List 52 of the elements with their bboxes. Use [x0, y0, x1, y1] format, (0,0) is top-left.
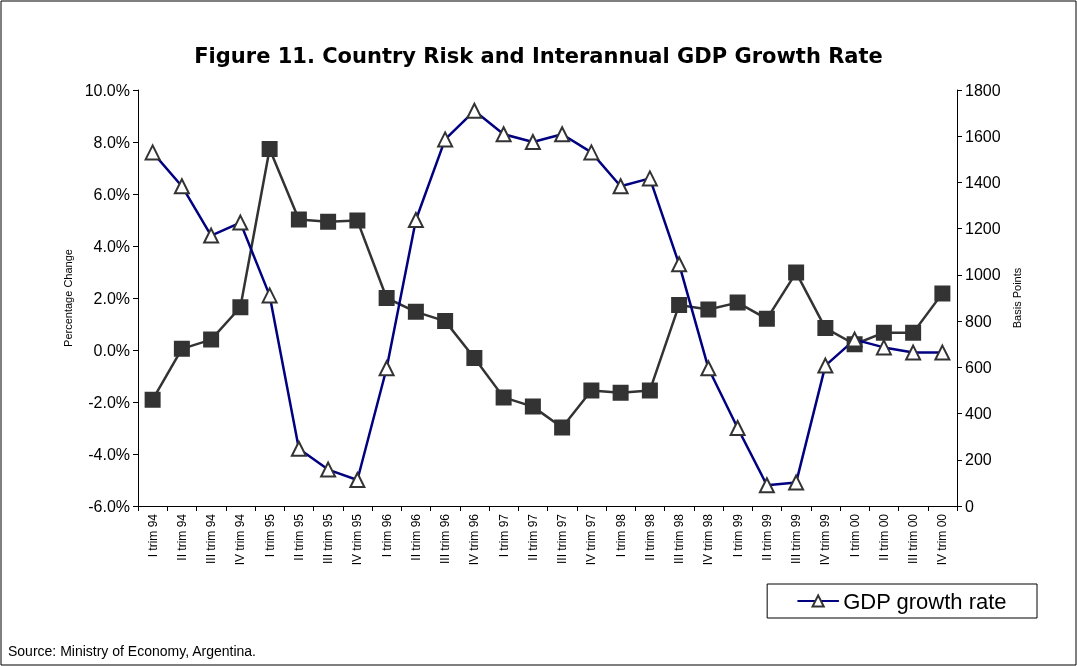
y2-tick-label: 400	[965, 405, 992, 423]
x-tick-label: IV trim 96	[467, 513, 482, 566]
x-tick-label: I trim 96	[379, 513, 394, 558]
x-tick-label: III trim 98	[672, 513, 687, 565]
y2-tick-label: 800	[965, 312, 992, 330]
chart-title: Figure 11. Country Risk and Interannual GDP Growth Rate	[194, 43, 883, 68]
x-tick-label: II trim 94	[174, 513, 189, 561]
y-tick-label: 8.0%	[93, 133, 130, 151]
y-tick-label: -4.0%	[88, 445, 130, 463]
x-tick-label: III trim 99	[789, 513, 804, 565]
x-tick-label: III trim 94	[204, 513, 219, 565]
source-note: Source: Ministry of Economy, Argentina.	[8, 643, 256, 659]
y-tick-label: 0.0%	[93, 341, 130, 359]
x-tick-label: I trim 94	[145, 513, 160, 558]
x-tick-label: II trim 96	[408, 513, 423, 561]
x-tick-label: I trim 98	[613, 513, 628, 558]
x-tick-label: I trim 00	[847, 513, 862, 558]
y2-tick-label: 1200	[965, 220, 1001, 238]
x-tick-label: III trim 96	[438, 513, 453, 565]
x-tick-label: IV trim 95	[350, 513, 365, 566]
x-tick-label: III trim 95	[321, 513, 336, 565]
y2-tick-label: 1000	[965, 266, 1001, 284]
y-axis-title: Percentage Change	[62, 249, 75, 347]
x-tick-label: IV trim 99	[818, 513, 833, 566]
x-tick-label: IV trim 00	[935, 513, 950, 566]
x-tick-label: II trim 00	[876, 513, 891, 561]
y-tick-label: 6.0%	[93, 185, 130, 203]
y-tick-label: -2.0%	[88, 393, 130, 411]
x-tick-label: III trim 97	[555, 513, 570, 565]
y2-tick-label: 1800	[965, 81, 1001, 99]
x-tick-label: I trim 97	[496, 513, 511, 558]
x-tick-label: IV trim 98	[701, 513, 716, 566]
y-tick-label: 4.0%	[93, 237, 130, 255]
y2-tick-label: 1400	[965, 173, 1001, 191]
x-tick-label: II trim 99	[759, 513, 774, 561]
x-tick-label: II trim 97	[525, 513, 540, 561]
x-tick-label: III trim 00	[906, 513, 921, 565]
y-tick-label: 10.0%	[84, 81, 130, 99]
y-tick-label: -6.0%	[88, 497, 130, 515]
x-tick-label: IV trim 97	[584, 513, 599, 566]
x-tick-label: II trim 98	[642, 513, 657, 561]
y2-tick-label: 200	[965, 451, 992, 469]
y2-tick-label: 600	[965, 358, 992, 376]
y2-axis-title: Basis Points	[1010, 267, 1023, 329]
x-tick-label: II trim 95	[291, 513, 306, 561]
x-tick-label: I trim 95	[262, 513, 277, 558]
y2-tick-label: 0	[965, 497, 974, 515]
x-tick-label: I trim 99	[730, 513, 745, 558]
y-tick-label: 2.0%	[93, 289, 130, 307]
y2-tick-label: 1600	[965, 127, 1001, 145]
legend-label: GDP growth rate	[843, 588, 1007, 614]
x-tick-label: IV trim 94	[233, 513, 248, 566]
